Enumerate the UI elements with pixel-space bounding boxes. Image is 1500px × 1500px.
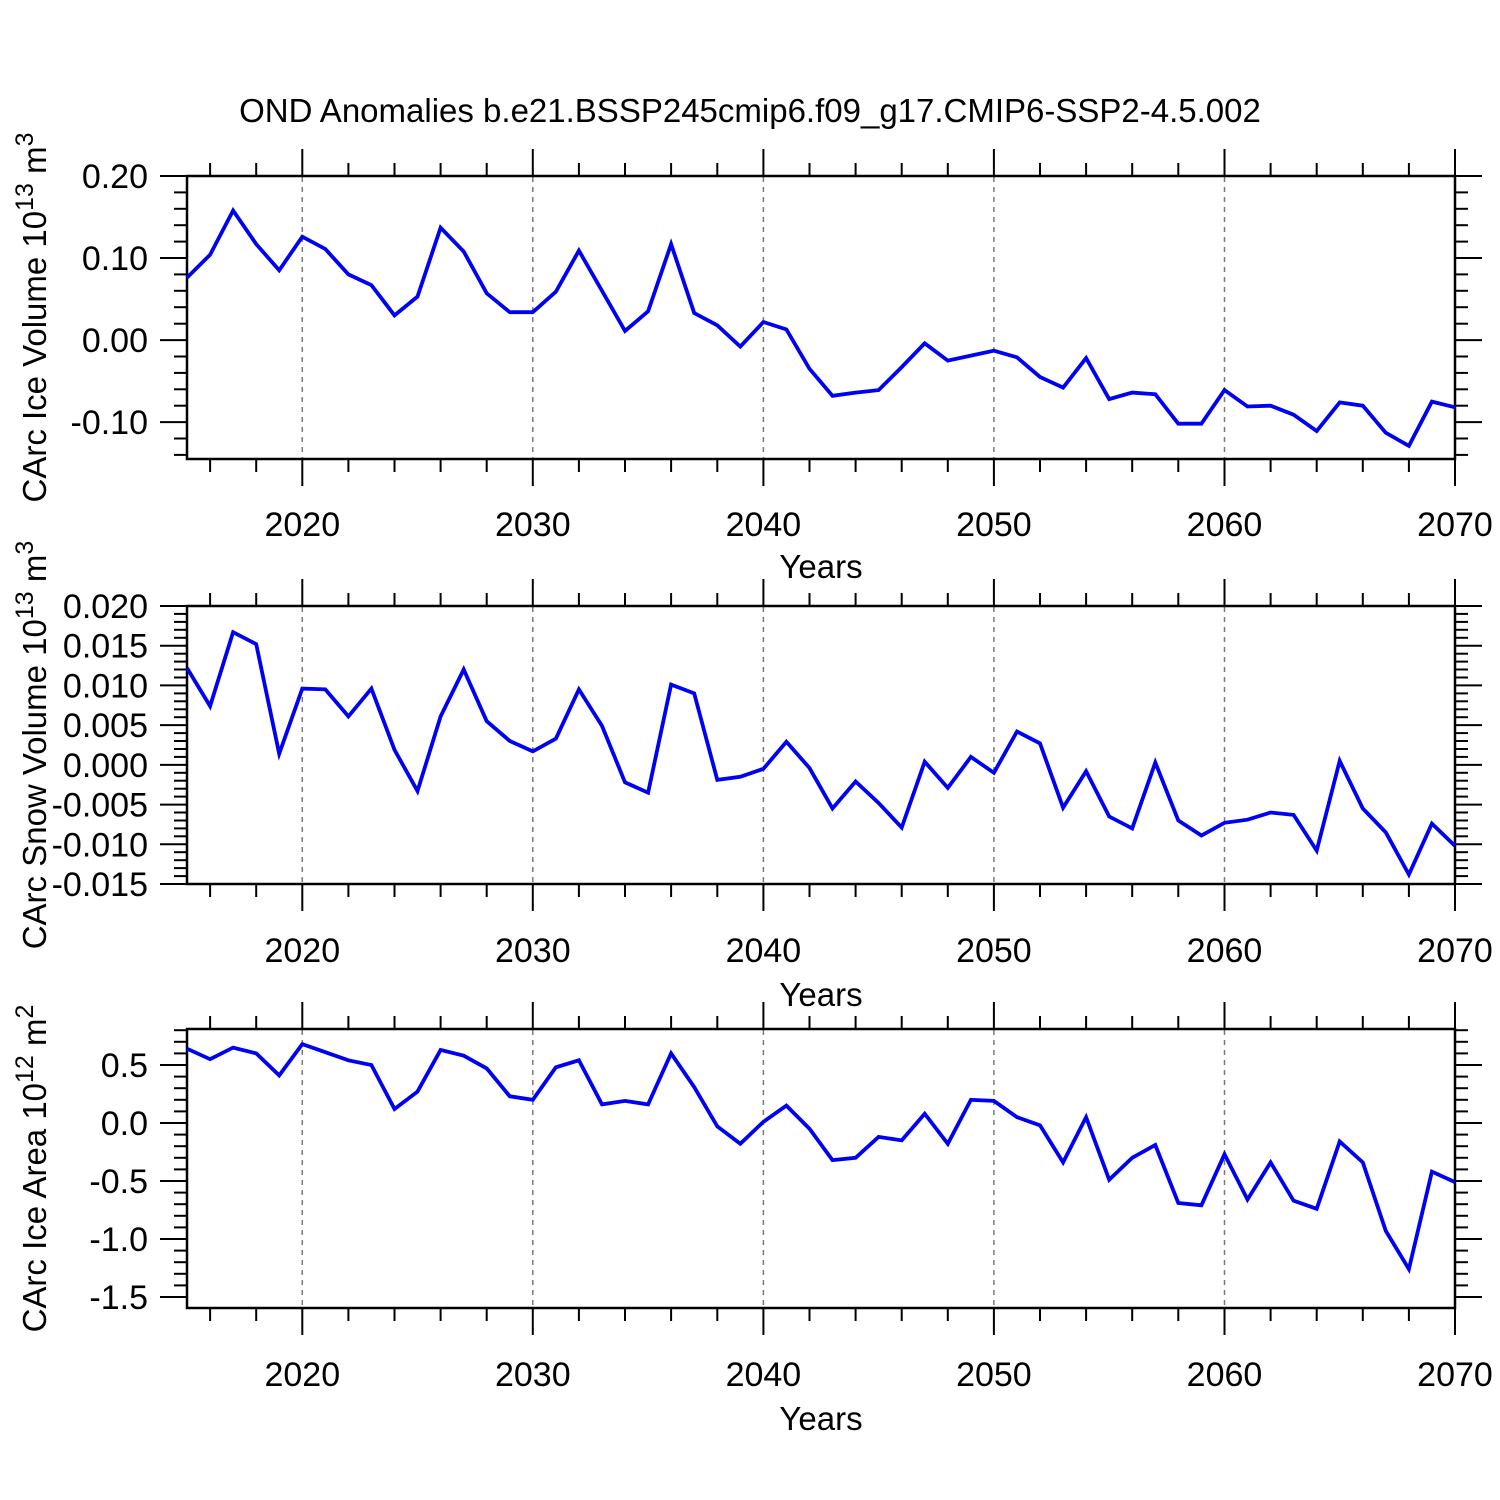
panel-border [185, 1027, 1457, 1310]
x-tick-label: 2020 [264, 932, 340, 970]
y-tick-label: -0.005 [52, 787, 148, 825]
y-tick-label: 0.010 [63, 667, 148, 705]
y-tick-label: 0.10 [82, 240, 148, 278]
panel-ice-volume: 0.20 0.10 0.00 -0.10 2020 2030 2040 2050 2060 207… [11, 132, 1493, 585]
x-tick-label: 2020 [264, 506, 340, 544]
panel-border [185, 604, 1457, 886]
x-tick-label: 2050 [956, 506, 1032, 544]
panel-border [185, 174, 1457, 461]
x-tick-label: 2030 [495, 506, 571, 544]
x-axis-title: Years [779, 548, 862, 585]
y-axis-title-snow-volume: CArc Snow Volume 1013 m3 [11, 541, 53, 950]
x-tick-label: 2050 [956, 932, 1032, 970]
x-tick-label: 2020 [264, 1356, 340, 1394]
x-tick-label: 2040 [726, 932, 802, 970]
y-tick-label: 0.0 [101, 1105, 148, 1143]
y-tick-label: -0.5 [89, 1163, 148, 1201]
y-tick-label: 0.00 [82, 322, 148, 360]
y-axis-title-ice-volume: CArc Ice Volume 1013 m3 [11, 132, 53, 502]
x-tick-label: 2070 [1417, 506, 1493, 544]
y-axis-title-ice-area: CArc Ice Area 1012 m2 [11, 1005, 53, 1333]
x-tick-label: 2060 [1187, 1356, 1263, 1394]
x-tick-label: 2040 [726, 506, 802, 544]
panel-snow-volume: 0.0200.0150.0100.0050.000-0.005-0.010-0.… [11, 541, 1493, 1013]
y-tick-label: 0.20 [82, 158, 148, 196]
y-tick-label: 0.000 [63, 747, 148, 785]
series-line-ice-area [186, 1041, 1456, 1275]
panel-ice-area: 0.5 0.0 -0.5 -1.0 -1.5 2020 2030 2040 2050 2060 20… [11, 1002, 1493, 1437]
x-axis-title: Years [779, 1400, 862, 1437]
y-tick-label: 0.005 [63, 707, 148, 745]
x-tick-label: 2060 [1187, 932, 1263, 970]
x-tick-label: 2060 [1187, 506, 1263, 544]
y-tick-label: 0.015 [63, 628, 148, 666]
x-tick-label: 2040 [726, 1356, 802, 1394]
y-tick-label: -0.015 [52, 866, 148, 904]
y-tick-label: -0.10 [71, 404, 149, 442]
y-tick-label: 0.5 [101, 1047, 148, 1085]
y-tick-label: -1.5 [89, 1279, 148, 1317]
x-tick-label: 2030 [495, 932, 571, 970]
y-tick-label: -1.0 [89, 1221, 148, 1259]
x-axis-title: Years [779, 976, 862, 1013]
x-tick-label: 2050 [956, 1356, 1032, 1394]
series-line-ice-volume [185, 206, 1456, 449]
x-tick-label: 2030 [495, 1356, 571, 1394]
y-tick-label: -0.010 [52, 826, 148, 864]
y-tick-label: 0.020 [63, 588, 148, 626]
x-tick-label: 2070 [1417, 1356, 1493, 1394]
x-tick-label: 2070 [1417, 932, 1493, 970]
series-line-snow-volume [185, 629, 1457, 879]
plot-title: OND Anomalies b.e21.BSSP245cmip6.f09_g17… [239, 92, 1261, 129]
